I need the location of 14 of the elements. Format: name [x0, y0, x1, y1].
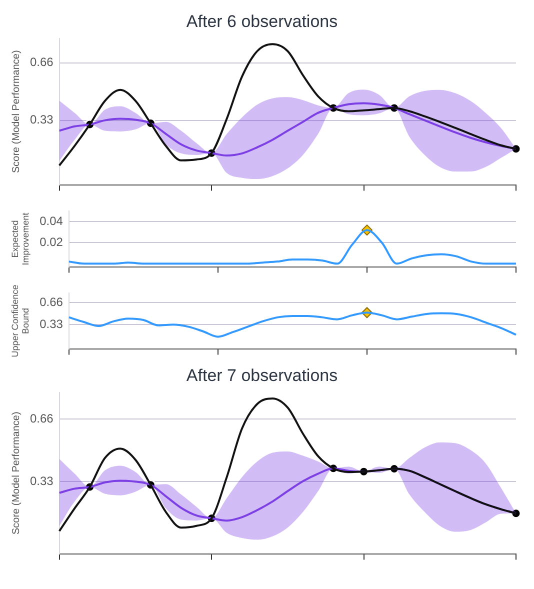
y-axis-title: Score (Model Performance) [10, 412, 22, 535]
y-axis-title: Upper Confidence Bound [10, 284, 31, 358]
y-tick-label: 0.33 [40, 316, 64, 331]
y-tick-label: 0.66 [30, 411, 54, 426]
y-tick-label: 0.33 [30, 112, 54, 127]
y-axis-title: Score (Model Performance) [10, 50, 22, 174]
y-tick-label: 0.66 [30, 55, 54, 70]
y-tick-label: 0.02 [40, 234, 64, 249]
chart-title: After 6 observations [186, 12, 338, 31]
y-axis-title: Expected Improvement [10, 212, 31, 266]
y-tick-label: 0.04 [40, 214, 64, 228]
chart-title: After 7 observations [186, 366, 338, 385]
y-tick-label: 0.66 [40, 294, 64, 309]
y-tick-label: 0.33 [30, 474, 54, 488]
